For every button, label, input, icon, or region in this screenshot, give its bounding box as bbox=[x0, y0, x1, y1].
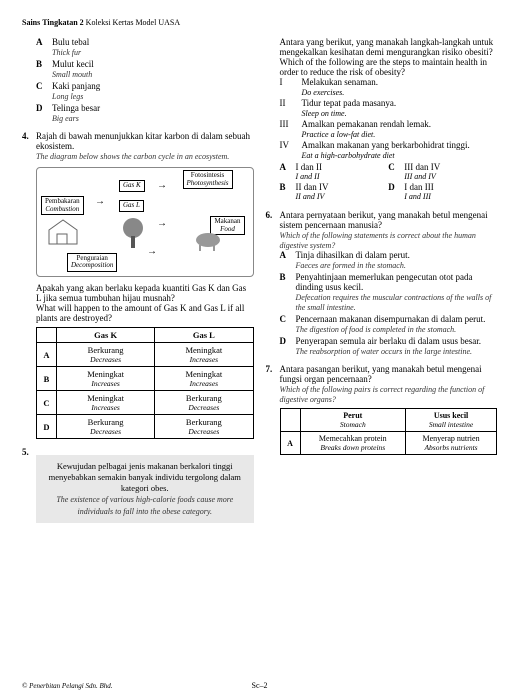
q3-option-B: BMulut kecilSmall mouth bbox=[22, 59, 254, 79]
q7-en: Which of the following pairs is correct … bbox=[280, 385, 485, 404]
q4-row-A: ABerkurangDecreasesMeningkatIncreases bbox=[37, 343, 254, 367]
q5-roman-IV: IVAmalkan makanan yang berkarbohidrat ti… bbox=[266, 140, 498, 160]
series: Koleksi Kertas Model UASA bbox=[86, 18, 180, 27]
q4t-h1: Gas K bbox=[57, 328, 155, 343]
q5-subquestion: Antara yang berikut, yang manakah langka… bbox=[266, 37, 498, 77]
q3-option-C: CKaki panjangLong legs bbox=[22, 81, 254, 101]
question-7: 7. Antara pasangan berikut, yang manakah… bbox=[266, 364, 498, 404]
q6-option-A: ATinja dihasilkan di dalam perut.Faeces … bbox=[266, 250, 498, 270]
q6-option-C: CPencernaan makanan disempurnakan di dal… bbox=[266, 314, 498, 334]
q5-box-ms: Kewujudan pelbagai jenis makanan berkalo… bbox=[49, 461, 241, 493]
q5-box: Kewujudan pelbagai jenis makanan berkalo… bbox=[36, 455, 254, 523]
q4-text-ms: Rajah di bawah menunjukkan kitar karbon … bbox=[36, 131, 250, 151]
right-column: Antara yang berikut, yang manakah langka… bbox=[266, 37, 498, 523]
q4-row-B: BMeningkatIncreasesMeningkatIncreases bbox=[37, 367, 254, 391]
level: Tingkatan 2 bbox=[42, 18, 83, 27]
subject: Sains bbox=[22, 18, 40, 27]
q4-text-en: The diagram below shows the carbon cycle… bbox=[36, 152, 229, 161]
q6-number: 6. bbox=[266, 210, 280, 250]
q7-ms: Antara pasangan berikut, yang manakah be… bbox=[280, 364, 482, 384]
left-column: ABulu tebalThick furBMulut kecilSmall mo… bbox=[22, 37, 254, 523]
q4-subquestion: Apakah yang akan berlaku kepada kuantiti… bbox=[22, 283, 254, 323]
q4-table: Gas KGas L ABerkurangDecreasesMeningkatI… bbox=[36, 327, 254, 439]
carbon-cycle-diagram: PembakaranCombustion FotosintesisPhotosy… bbox=[36, 167, 254, 277]
q7-number: 7. bbox=[266, 364, 280, 404]
q6-option-D: DPenyerapan semula air berlaku di dalam … bbox=[266, 336, 498, 356]
q5-options: AI dan III and II BII dan IVII and IV CI… bbox=[266, 162, 498, 202]
q5b-en: Which of the following are the steps to … bbox=[280, 57, 487, 77]
q4-number: 4. bbox=[22, 131, 36, 161]
q5-box-en: The existence of various high-calorie fo… bbox=[56, 495, 233, 515]
q6-option-B: BPenyahtinjaan memerlukan pengecutan oto… bbox=[266, 272, 498, 312]
question-5: 5. Kewujudan pelbagai jenis makanan berk… bbox=[22, 447, 254, 523]
q3-option-A: ABulu tebalThick fur bbox=[22, 37, 254, 57]
q4b-en: What will happen to the amount of Gas K … bbox=[36, 303, 244, 323]
footer-copyright: © Penerbitan Pelangi Sdn. Bhd. bbox=[22, 682, 112, 690]
question-6: 6. Antara pernyataan berikut, yang manak… bbox=[266, 210, 498, 250]
q5b-ms: Antara yang berikut, yang manakah langka… bbox=[280, 37, 494, 57]
q5-number: 5. bbox=[22, 447, 36, 523]
q4t-h2: Gas L bbox=[155, 328, 253, 343]
q4-row-C: CMeningkatIncreasesBerkurangDecreases bbox=[37, 391, 254, 415]
cow-icon bbox=[193, 230, 223, 252]
q5-roman-III: IIIAmalkan pemakanan rendah lemak.Practi… bbox=[266, 119, 498, 139]
q5-roman-I: IMelakukan senaman.Do exercises. bbox=[266, 77, 498, 97]
q3-option-D: DTelinga besarBig ears bbox=[22, 103, 254, 123]
q4b-ms: Apakah yang akan berlaku kepada kuantiti… bbox=[36, 283, 246, 303]
tree-icon bbox=[117, 216, 151, 250]
page-header: Sains Tingkatan 2 Koleksi Kertas Model U… bbox=[22, 18, 497, 27]
q5-roman-II: IITidur tepat pada masanya.Sleep on time… bbox=[266, 98, 498, 118]
question-4: 4. Rajah di bawah menunjukkan kitar karb… bbox=[22, 131, 254, 161]
house-icon bbox=[45, 216, 83, 246]
page-number: Sc–2 bbox=[252, 681, 268, 690]
q6-en: Which of the following statements is cor… bbox=[280, 231, 476, 250]
q4-row-D: DBerkurangDecreasesBerkurangDecreases bbox=[37, 415, 254, 439]
q7-table: PerutStomachUsus kecilSmall intestine AM… bbox=[280, 408, 498, 455]
q6-ms: Antara pernyataan berikut, yang manakah … bbox=[280, 210, 488, 230]
